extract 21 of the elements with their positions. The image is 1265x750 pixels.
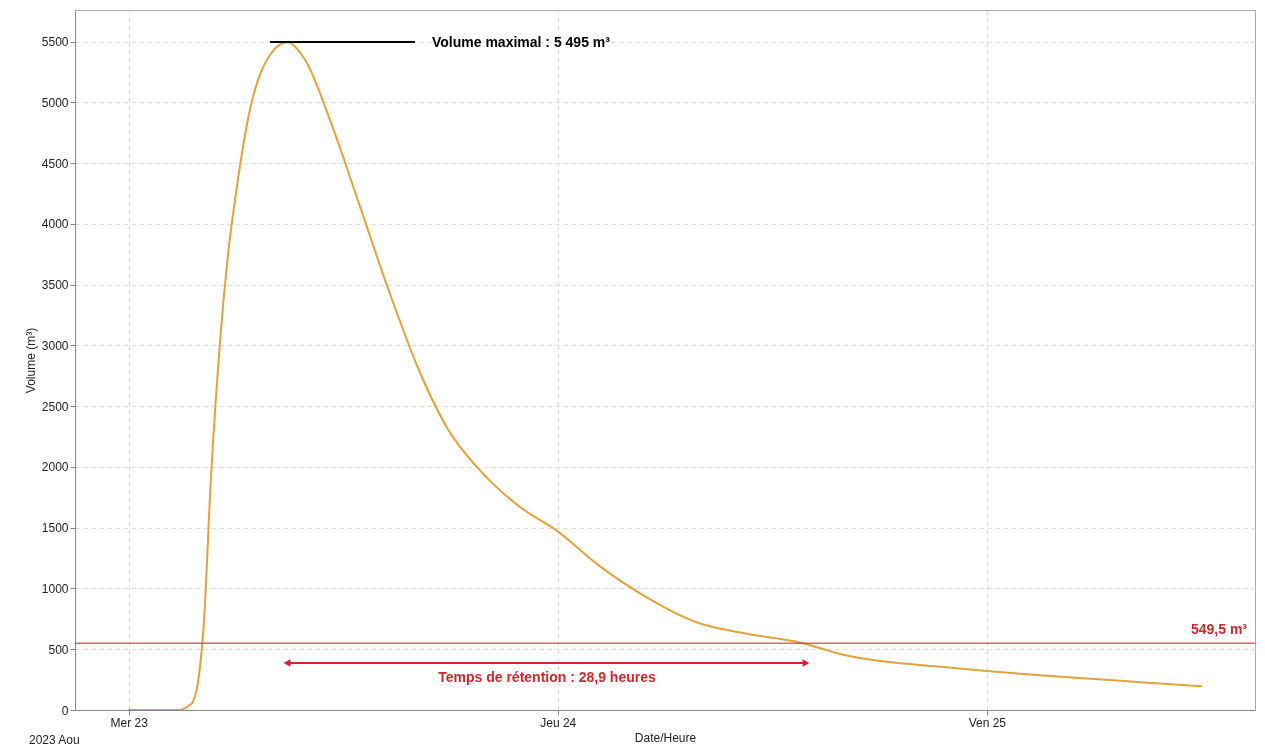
y-tick-label: 4000 bbox=[41, 217, 69, 232]
x-tick-label: Jeu 24 bbox=[540, 715, 577, 730]
y-tick-label: 3000 bbox=[41, 338, 69, 353]
annotation: Temps de rétention : 28,9 heures bbox=[438, 669, 656, 685]
x-tick-label: Mer 23 bbox=[110, 715, 149, 730]
y-tick-label: 2000 bbox=[41, 460, 69, 475]
y-tick-label: 0 bbox=[61, 703, 69, 718]
y-tick-label: 1500 bbox=[41, 521, 69, 536]
y-tick-label: 5500 bbox=[41, 35, 69, 50]
y-tick-label: 3500 bbox=[41, 278, 69, 293]
y-tick-label: 5000 bbox=[41, 95, 69, 110]
annotation: Volume maximal : 5 495 m³ bbox=[432, 34, 611, 50]
text: 2023 Aou bbox=[29, 733, 80, 747]
x-tick-label: Ven 25 bbox=[968, 715, 1007, 730]
y-tick-label: 2500 bbox=[41, 399, 69, 414]
y-tick-label: 500 bbox=[48, 642, 69, 657]
ref-line-label: 549,5 m³ bbox=[1190, 621, 1248, 638]
y-tick-label: 1000 bbox=[41, 581, 69, 596]
y-axis-title: Volume (m³) bbox=[23, 327, 38, 394]
x-axis-title: Date/Heure bbox=[634, 730, 697, 745]
y-tick-label: 4500 bbox=[41, 156, 69, 171]
